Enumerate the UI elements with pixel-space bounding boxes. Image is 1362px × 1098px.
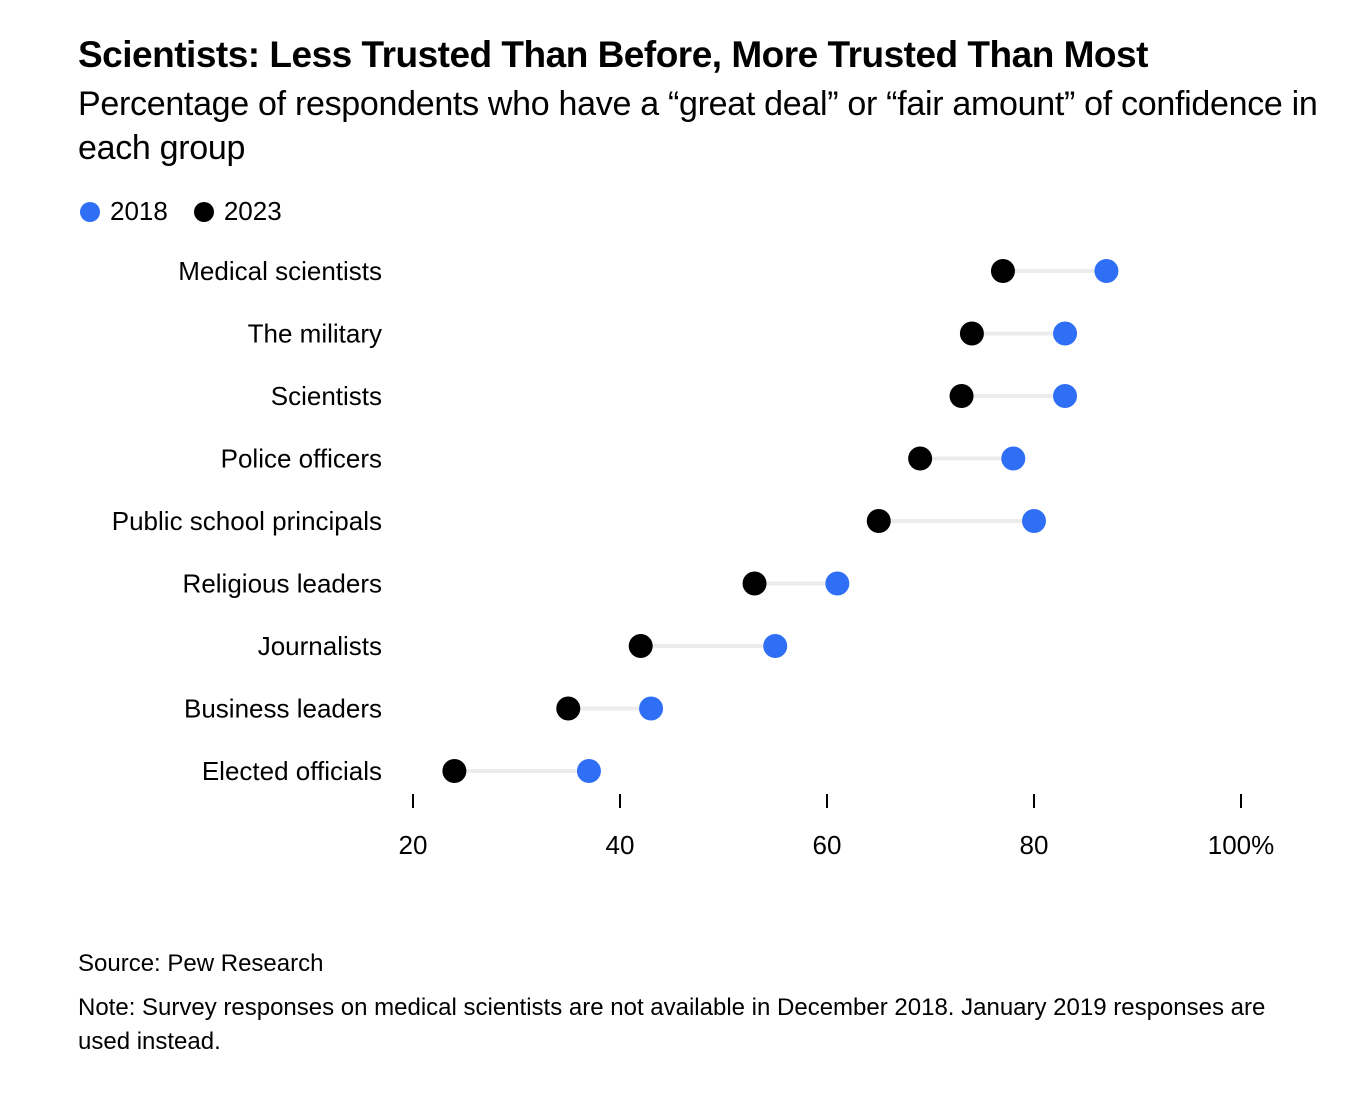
dot-2018-scientists	[1053, 384, 1078, 408]
dot-2018-journalists	[763, 634, 788, 658]
legend-item-2018: 2018	[80, 196, 168, 227]
dot-2018-medical-scientists	[1094, 259, 1119, 283]
dumbbell-chart: Medical scientists The military Scientists…	[112, 256, 1275, 860]
legend-swatch-2023	[193, 201, 214, 222]
row-label-religious-leaders: Religious leaders	[183, 569, 382, 599]
row-label-public-school-principals: Public school principals	[112, 506, 382, 536]
dot-2023-elected-officials	[442, 759, 467, 783]
dot-2023-religious-leaders	[742, 571, 767, 596]
dot-2023-journalists	[628, 634, 653, 658]
dot-2023-public-school-principals	[866, 509, 891, 533]
dot-2018-public-school-principals	[1022, 509, 1046, 533]
row-label-the-military: The military	[248, 319, 382, 349]
footnote: Note: Survey responses on medical scient…	[78, 994, 1266, 1055]
legend-label-2023: 2023	[223, 196, 282, 226]
chart-title: Scientists: Less Trusted Than Before, Mo…	[78, 34, 1148, 75]
dot-2023-the-military	[959, 321, 984, 346]
dot-2018-the-military	[1053, 321, 1078, 346]
legend-label-2018: 2018	[110, 196, 168, 226]
row-label-police-officers: Police officers	[221, 444, 382, 474]
x-tick-label-40: 40	[606, 830, 635, 860]
dot-2018-business-leaders	[639, 696, 664, 721]
row-label-scientists: Scientists	[271, 381, 382, 411]
legend-item-2023: 2023	[193, 196, 282, 227]
dot-2018-elected-officials	[576, 759, 601, 783]
dot-2023-scientists	[949, 384, 974, 408]
dot-2023-medical-scientists	[990, 259, 1015, 283]
row-label-elected-officials: Elected officials	[202, 756, 382, 786]
x-tick-label-100: 100%	[1208, 830, 1275, 860]
x-tick-label-20: 20	[399, 830, 428, 860]
dot-2018-religious-leaders	[825, 571, 850, 596]
source-note: Source: Pew Research	[78, 950, 324, 977]
row-label-journalists: Journalists	[258, 631, 382, 661]
legend: 2018 2023	[80, 196, 308, 227]
x-tick-label-80: 80	[1020, 830, 1049, 860]
dot-2023-business-leaders	[556, 696, 581, 721]
dot-2018-police-officers	[1001, 446, 1026, 471]
chart-subtitle: Percentage of respondents who have a “gr…	[78, 85, 1318, 167]
x-tick-label-60: 60	[813, 830, 842, 860]
legend-swatch-2018	[80, 201, 100, 222]
dot-2023-police-officers	[908, 446, 933, 471]
row-label-business-leaders: Business leaders	[184, 694, 382, 724]
row-label-medical-scientists: Medical scientists	[178, 256, 382, 286]
